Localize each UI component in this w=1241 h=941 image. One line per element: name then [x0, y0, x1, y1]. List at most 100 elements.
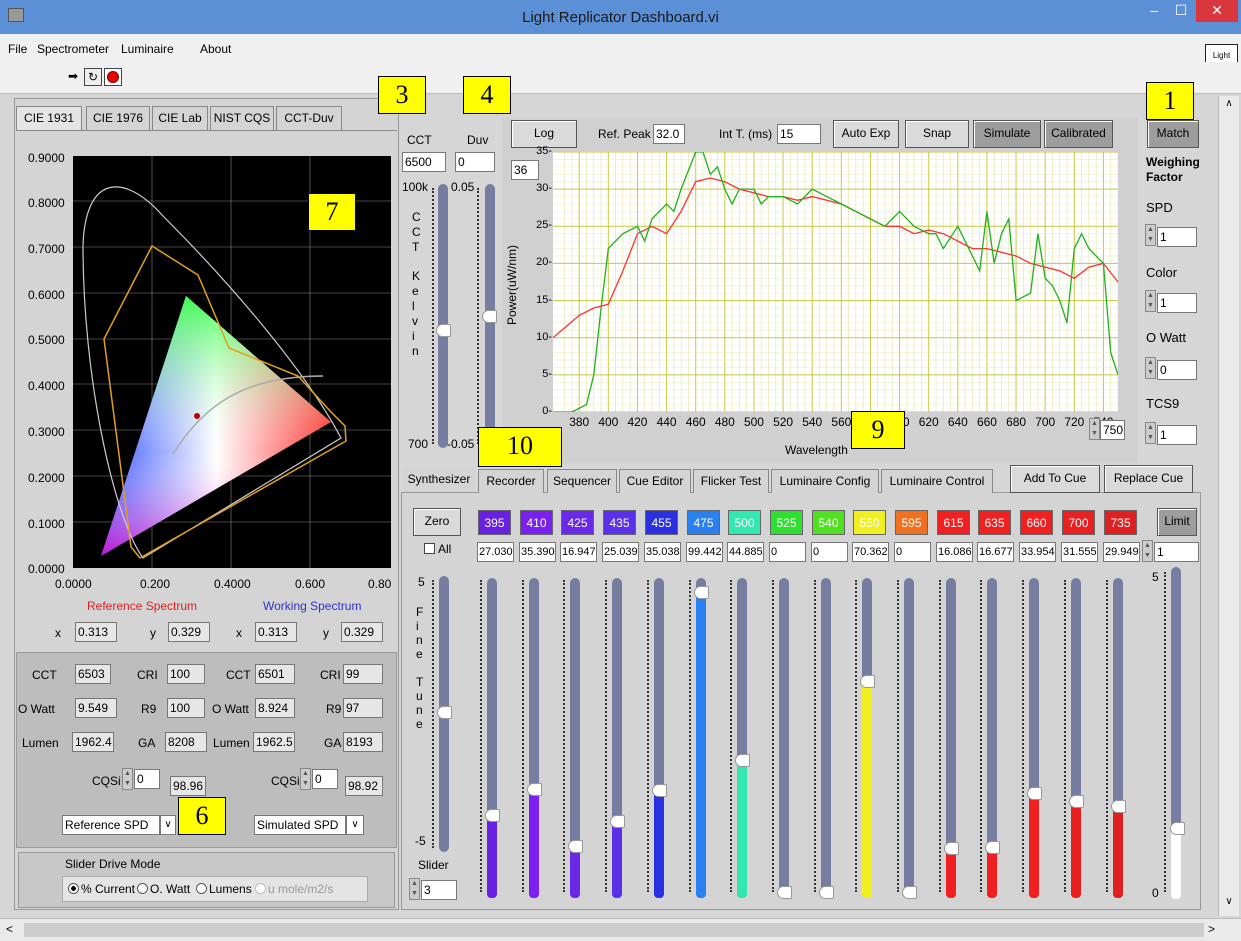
snap-button[interactable]: Snap: [905, 120, 969, 148]
channel-slider-knob-550[interactable]: [860, 675, 875, 688]
channel-slider-track-540[interactable]: [821, 578, 831, 898]
simulated-spd-select[interactable]: Simulated SPD: [254, 815, 346, 835]
spectrum-ymax-input[interactable]: 36: [511, 160, 539, 180]
channel-slider-knob-540[interactable]: [819, 886, 834, 899]
channel-slider-track-410[interactable]: [529, 578, 539, 898]
ref-cqsi-input[interactable]: 0: [134, 769, 160, 789]
slider-select-spinner-icon[interactable]: ▲ ▼: [409, 878, 420, 900]
calibrated-button[interactable]: Calibrated: [1044, 120, 1113, 148]
channel-button-475[interactable]: 475: [687, 510, 720, 535]
spd-weight-input[interactable]: 1: [1157, 227, 1197, 247]
replace-cue-button[interactable]: Replace Cue: [1104, 465, 1193, 493]
limit-button[interactable]: Limit: [1157, 508, 1197, 536]
channel-slider-track-660[interactable]: [1029, 578, 1039, 898]
minimize-button[interactable]: –: [1150, 2, 1158, 18]
channel-button-595[interactable]: 595: [895, 510, 928, 535]
horizontal-scroll-thumb[interactable]: [24, 923, 1204, 937]
scroll-up-icon[interactable]: ∧: [1225, 98, 1233, 109]
channel-slider-knob-700[interactable]: [1069, 795, 1084, 808]
channel-slider-track-635[interactable]: [987, 578, 997, 898]
radio-lumens[interactable]: Lumens: [196, 882, 252, 896]
channel-value-540[interactable]: 0: [811, 542, 848, 562]
limit-input[interactable]: 1: [1154, 542, 1199, 562]
tcs9-weight-spinner-icon[interactable]: ▲ ▼: [1145, 422, 1156, 444]
tab-luminaire-config[interactable]: Luminaire Config: [771, 469, 879, 493]
run-arrow-icon[interactable]: ➡: [67, 69, 79, 83]
tab-cie-lab[interactable]: CIE Lab: [152, 106, 208, 130]
channel-button-500[interactable]: 500: [728, 510, 761, 535]
log-button[interactable]: Log: [511, 120, 577, 148]
channel-value-735[interactable]: 29.949: [1103, 542, 1140, 562]
menu-about[interactable]: About: [200, 42, 232, 56]
channel-button-455[interactable]: 455: [645, 510, 678, 535]
channel-slider-track-435[interactable]: [612, 578, 622, 898]
color-weight-input[interactable]: 1: [1157, 293, 1197, 313]
channel-value-525[interactable]: 0: [769, 542, 806, 562]
close-button[interactable]: ✕: [1196, 0, 1238, 22]
tab-recorder[interactable]: Recorder: [478, 469, 544, 493]
duv-slider-knob[interactable]: [482, 310, 497, 323]
channel-value-475[interactable]: 99.442: [686, 542, 723, 562]
channel-slider-track-395[interactable]: [487, 578, 497, 898]
channel-value-425[interactable]: 16.947: [560, 542, 597, 562]
owatt-weight-spinner-icon[interactable]: ▲ ▼: [1145, 357, 1156, 379]
channel-slider-knob-735[interactable]: [1111, 800, 1126, 813]
tcs9-weight-input[interactable]: 1: [1157, 425, 1197, 445]
limit-slider-knob[interactable]: [1170, 822, 1185, 835]
channel-button-550[interactable]: 550: [853, 510, 886, 535]
vertical-scrollbar[interactable]: ∧ ∨: [1218, 96, 1239, 916]
menu-luminaire[interactable]: Luminaire: [121, 42, 174, 56]
spd-weight-spinner-icon[interactable]: ▲ ▼: [1145, 224, 1156, 246]
channel-value-455[interactable]: 35.038: [644, 542, 681, 562]
fine-tune-slider-knob[interactable]: [437, 706, 452, 719]
channel-slider-track-595[interactable]: [904, 578, 914, 898]
match-button[interactable]: Match: [1147, 120, 1199, 148]
channel-value-660[interactable]: 33.954: [1019, 542, 1056, 562]
abort-icon[interactable]: [104, 68, 122, 86]
color-weight-spinner-icon[interactable]: ▲ ▼: [1145, 290, 1156, 312]
menu-spectrometer[interactable]: Spectrometer: [37, 42, 110, 56]
tab-cie-1931[interactable]: CIE 1931: [16, 106, 82, 130]
simulated-spd-chevron-down-icon[interactable]: ∨: [346, 815, 364, 835]
channel-slider-track-525[interactable]: [779, 578, 789, 898]
channel-slider-knob-410[interactable]: [527, 783, 542, 796]
channel-slider-knob-435[interactable]: [610, 815, 625, 828]
channel-slider-knob-475[interactable]: [694, 586, 709, 599]
ref-cqsi-spinner-icon[interactable]: ▲ ▼: [122, 768, 133, 790]
channel-value-435[interactable]: 25.039: [602, 542, 639, 562]
channel-button-735[interactable]: 735: [1104, 510, 1137, 535]
channel-slider-knob-395[interactable]: [485, 809, 500, 822]
reference-spd-chevron-down-icon[interactable]: ∨: [160, 815, 176, 835]
cct-input[interactable]: 6500: [402, 152, 446, 172]
cct-slider-track[interactable]: [438, 184, 448, 448]
channel-value-595[interactable]: 0: [894, 542, 931, 562]
channel-button-525[interactable]: 525: [770, 510, 803, 535]
int-time-input[interactable]: 15: [777, 124, 821, 144]
channel-button-635[interactable]: 635: [978, 510, 1011, 535]
tab-cie-1976[interactable]: CIE 1976: [86, 106, 150, 130]
channel-slider-track-425[interactable]: [570, 578, 580, 898]
channel-slider-knob-455[interactable]: [652, 784, 667, 797]
channel-button-615[interactable]: 615: [937, 510, 970, 535]
tab-luminaire-control[interactable]: Luminaire Control: [881, 469, 993, 493]
tab-sequencer[interactable]: Sequencer: [547, 469, 617, 493]
tab-nist-cqs[interactable]: NIST CQS: [210, 106, 274, 130]
limit-spinner-icon[interactable]: ▲ ▼: [1142, 540, 1153, 562]
tab-cue-editor[interactable]: Cue Editor: [619, 469, 691, 493]
channel-value-615[interactable]: 16.086: [936, 542, 973, 562]
menu-file[interactable]: File: [8, 42, 28, 56]
channel-slider-track-615[interactable]: [946, 578, 956, 898]
channel-value-700[interactable]: 31.555: [1061, 542, 1098, 562]
tab-cct-duv[interactable]: CCT-Duv: [276, 106, 342, 130]
work-cqsi-input[interactable]: 0: [312, 769, 338, 789]
scroll-right-icon[interactable]: >: [1208, 922, 1216, 936]
channel-slider-track-455[interactable]: [654, 578, 664, 898]
reference-spd-select[interactable]: Reference SPD: [62, 815, 160, 835]
auto-exp-button[interactable]: Auto Exp: [833, 120, 899, 148]
radio-umole[interactable]: u mole/m2/s: [255, 882, 333, 896]
channel-slider-knob-595[interactable]: [902, 886, 917, 899]
channel-slider-knob-635[interactable]: [985, 841, 1000, 854]
channel-button-540[interactable]: 540: [812, 510, 845, 535]
duv-input[interactable]: 0: [455, 152, 495, 172]
channel-value-395[interactable]: 27.030: [477, 542, 514, 562]
